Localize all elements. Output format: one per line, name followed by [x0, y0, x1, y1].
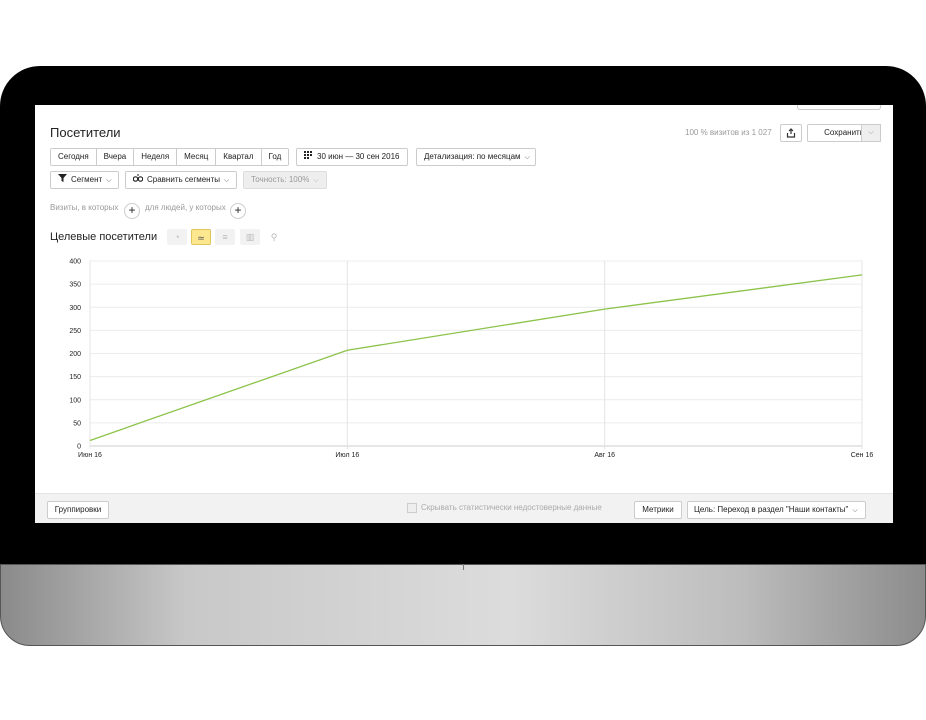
compare-label: Сравнить сегменты — [147, 175, 221, 185]
filter-icon — [58, 172, 67, 188]
y-tick-label: 300 — [69, 305, 81, 312]
view-bar-button[interactable]: ▥ — [240, 229, 260, 245]
x-tick-label: Сен 16 — [851, 452, 874, 459]
top-button-fragment — [797, 105, 881, 110]
y-axis-ticks: 0 50 100 150 200 250 300 350 400 — [69, 259, 81, 451]
visits-info: 100 % визитов из 1 027 — [685, 128, 772, 137]
metrica-report-screen: Посетители 100 % визитов из 1 027 Сохран… — [35, 105, 893, 523]
hide-unreliable-label: Скрывать статистически недостоверные дан… — [421, 503, 602, 513]
chevron-down-icon: ⌵ — [313, 177, 319, 184]
view-line-button[interactable]: ≃ — [191, 229, 211, 245]
x-tick-label: Июн 16 — [78, 452, 102, 459]
stacked-icon: ≡ — [222, 232, 228, 242]
compare-segments-dropdown[interactable]: Сравнить сегменты ⌵ — [125, 171, 237, 189]
chevron-down-icon: ⌵ — [852, 507, 858, 514]
share-button[interactable] — [780, 124, 802, 142]
add-people-filter-button[interactable]: + — [230, 203, 246, 219]
page-title: Посетители — [50, 125, 121, 140]
chart-title: Целевые посетители — [50, 231, 158, 243]
plus-icon: + — [128, 203, 136, 217]
bottom-toolbar: Группировки Скрывать статистически недос… — [35, 493, 893, 523]
y-tick-label: 50 — [73, 420, 81, 427]
accuracy-dropdown[interactable]: Точность: 100% ⌵ — [243, 171, 327, 189]
y-tick-label: 350 — [69, 282, 81, 289]
detail-dropdown[interactable]: Детализация: по месяцам ⌵ — [416, 148, 536, 166]
y-tick-label: 400 — [69, 259, 81, 266]
period-week[interactable]: Неделя — [134, 149, 178, 165]
period-today[interactable]: Сегодня — [51, 149, 97, 165]
compare-icon — [132, 172, 144, 188]
chart-series — [89, 274, 863, 442]
detail-label: Детализация: по месяцам — [424, 152, 521, 161]
y-tick-label: 250 — [69, 328, 81, 335]
period-month[interactable]: Месяц — [177, 149, 217, 165]
view-map-button[interactable]: ⚲ — [264, 229, 284, 245]
y-tick-label: 100 — [69, 397, 81, 404]
plus-icon: + — [234, 203, 242, 217]
hide-unreliable-checkbox[interactable] — [407, 503, 417, 513]
x-tick-label: Авг 16 — [594, 452, 615, 459]
date-range-label: 30 июн — 30 сен 2016 — [317, 152, 400, 162]
goal-dropdown[interactable]: Цель: Переход в раздел "Наши контакты" ⌵ — [687, 501, 866, 519]
people-filter-label: для людей, у которых — [145, 203, 226, 212]
save-options-button[interactable]: ⌵ — [861, 124, 881, 142]
y-tick-label: 200 — [69, 351, 81, 358]
period-quarter[interactable]: Квартал — [216, 149, 262, 165]
view-stacked-button[interactable]: ≡ — [215, 229, 235, 245]
bar-icon: ▥ — [245, 232, 255, 242]
x-tick-label: Июл 16 — [335, 452, 359, 459]
chevron-down-icon: ⌵ — [224, 177, 230, 185]
chevron-down-icon: ⌵ — [524, 154, 530, 161]
monitor-chin — [0, 564, 926, 646]
segment-label: Сегмент — [71, 175, 103, 185]
x-axis-ticks: Июн 16 Июл 16 Авг 16 Сен 16 — [78, 452, 873, 459]
calendar-icon — [304, 149, 313, 165]
pie-icon: ◔ — [174, 232, 180, 242]
hide-unreliable-option[interactable]: Скрывать статистически недостоверные дан… — [407, 503, 602, 513]
chart-grid — [89, 260, 863, 449]
y-tick-label: 0 — [77, 444, 81, 451]
chevron-down-icon: ⌵ — [868, 129, 874, 136]
goal-label: Цель: Переход в раздел "Наши контакты" — [694, 505, 849, 514]
add-visits-filter-button[interactable]: + — [124, 203, 140, 219]
period-selector: Сегодня Вчера Неделя Месяц Квартал Год — [50, 148, 290, 166]
y-tick-label: 150 — [69, 374, 81, 381]
accuracy-label: Точность: 100% — [251, 175, 310, 184]
chin-seam — [463, 564, 464, 570]
view-pie-button[interactable]: ◔ — [167, 229, 187, 245]
line-chart: 0 50 100 150 200 250 300 350 400 Июн 16 Июл 16 Авг… — [69, 259, 873, 460]
line-icon: ≃ — [197, 233, 205, 243]
visits-filter-label: Визиты, в которых — [50, 203, 119, 212]
map-pin-icon: ⚲ — [270, 232, 278, 242]
date-range-button[interactable]: 30 июн — 30 сен 2016 — [296, 148, 408, 166]
metrics-button[interactable]: Метрики — [634, 501, 682, 519]
segment-dropdown[interactable]: Сегмент ⌵ — [50, 171, 119, 189]
chevron-down-icon: ⌵ — [106, 177, 112, 185]
period-year[interactable]: Год — [261, 149, 289, 165]
groupings-button[interactable]: Группировки — [47, 501, 109, 519]
period-yesterday[interactable]: Вчера — [96, 149, 135, 165]
series-line — [89, 274, 863, 442]
share-icon — [786, 128, 796, 138]
